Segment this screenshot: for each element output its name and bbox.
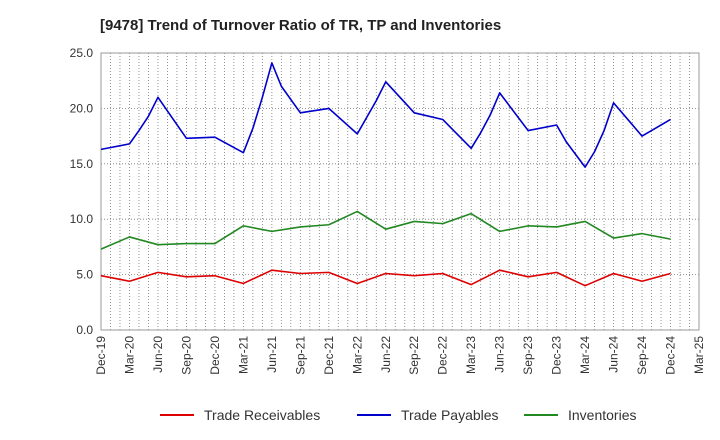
x-tick-label: Mar-20 bbox=[122, 336, 136, 374]
legend-label: Trade Receivables bbox=[204, 407, 320, 423]
x-tick-label: Dec-24 bbox=[664, 336, 678, 375]
legend-label: Trade Payables bbox=[401, 407, 499, 423]
legend-label: Inventories bbox=[568, 407, 636, 423]
series-line-inventories bbox=[100, 210, 671, 250]
series-line-trade-payables bbox=[100, 62, 671, 168]
x-tick-label: Mar-23 bbox=[464, 336, 478, 374]
y-tick-label: 15.0 bbox=[70, 157, 94, 171]
y-tick-label: 20.0 bbox=[70, 101, 94, 115]
legend: Trade Receivables Trade Payables Inventori… bbox=[160, 407, 636, 423]
y-tick-label: 10.0 bbox=[70, 212, 94, 226]
x-tick-label: Sep-20 bbox=[179, 336, 193, 375]
y-tick-label: 5.0 bbox=[76, 268, 93, 282]
x-tick-label: Jun-21 bbox=[265, 336, 279, 373]
x-tick-label: Sep-24 bbox=[635, 336, 649, 375]
x-tick-label: Jun-22 bbox=[379, 336, 393, 373]
plot-area: 0.0 5.0 10.0 15.0 20.0 25.0 Dec-19 Mar-20 Jun-20… bbox=[70, 46, 706, 375]
x-tick-label: Jun-24 bbox=[607, 336, 621, 373]
x-tick-label: Sep-21 bbox=[293, 336, 307, 375]
series-line-trade-receivables bbox=[100, 269, 671, 287]
x-tick-label: Dec-22 bbox=[436, 336, 450, 375]
x-tick-label: Dec-19 bbox=[94, 336, 108, 375]
x-tick-label: Sep-22 bbox=[407, 336, 421, 375]
x-tick-label: Mar-25 bbox=[692, 336, 706, 374]
x-tick-label: Sep-23 bbox=[521, 336, 535, 375]
y-tick-label: 0.0 bbox=[76, 323, 93, 337]
plot-border bbox=[100, 52, 700, 331]
x-tick-label: Mar-22 bbox=[350, 336, 364, 374]
x-tick-label: Dec-21 bbox=[322, 336, 336, 375]
x-tick-label: Dec-23 bbox=[550, 336, 564, 375]
x-tick-label: Jun-20 bbox=[151, 336, 165, 373]
chart-title: [9478] Trend of Turnover Ratio of TR, TP… bbox=[100, 17, 501, 34]
x-tick-label: Mar-24 bbox=[578, 336, 592, 374]
x-tick-label: Dec-20 bbox=[208, 336, 222, 375]
x-tick-label: Jun-23 bbox=[493, 336, 507, 373]
y-tick-label: 25.0 bbox=[70, 46, 94, 60]
x-tick-label: Mar-21 bbox=[236, 336, 250, 374]
